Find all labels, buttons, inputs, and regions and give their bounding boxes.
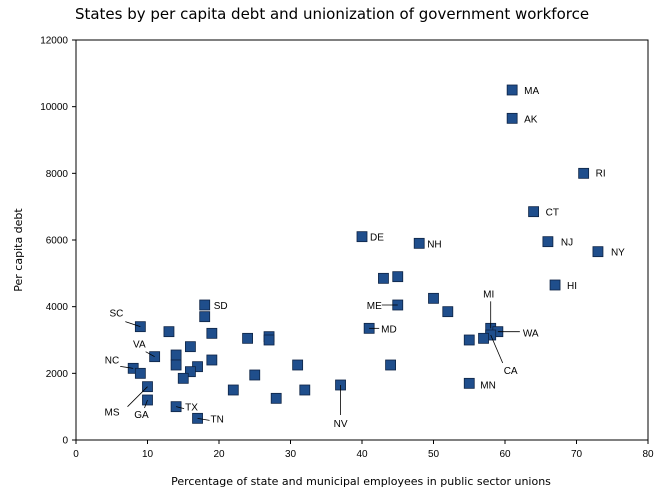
data-point-label: MI xyxy=(483,289,494,300)
data-label-leader xyxy=(145,351,155,358)
data-point-label: TN xyxy=(211,414,224,425)
data-point-marker xyxy=(292,359,304,371)
data-label-leader xyxy=(197,417,210,421)
data-point-marker xyxy=(134,367,146,379)
data-point-marker xyxy=(463,377,475,389)
data-point-marker xyxy=(463,334,475,346)
data-point-marker xyxy=(549,279,561,291)
data-point-label: RI xyxy=(596,168,606,179)
data-point-marker xyxy=(227,384,239,396)
data-point-marker xyxy=(506,84,518,96)
data-point-marker xyxy=(263,334,275,346)
data-point-marker xyxy=(163,326,175,338)
data-point-label: DE xyxy=(370,233,384,244)
data-point-marker xyxy=(177,372,189,384)
data-point-marker xyxy=(184,366,196,378)
data-label-leader xyxy=(125,321,141,328)
data-point-label: WA xyxy=(523,329,539,340)
x-tick-label: 60 xyxy=(499,449,511,460)
data-point-label: HI xyxy=(567,281,577,292)
data-point-label: MN xyxy=(480,380,496,391)
y-tick-label: 4000 xyxy=(46,302,69,313)
data-point-marker xyxy=(184,341,196,353)
x-tick-label: 10 xyxy=(142,449,154,460)
data-point-label: NC xyxy=(105,355,119,366)
x-tick-label: 50 xyxy=(428,449,440,460)
x-tick-label: 0 xyxy=(73,449,79,460)
data-point-marker xyxy=(392,271,404,283)
data-point-label: MA xyxy=(524,86,539,97)
data-point-marker xyxy=(385,359,397,371)
data-point-marker xyxy=(428,292,439,304)
data-label-leader xyxy=(144,399,148,409)
x-tick-label: 80 xyxy=(642,449,654,460)
y-tick-label: 2000 xyxy=(46,369,69,380)
y-axis-label: Per capita debt xyxy=(12,208,25,292)
data-label-leader xyxy=(127,386,148,407)
data-point-label: NH xyxy=(427,239,441,250)
data-point-label: ME xyxy=(367,301,382,312)
x-tick-label: 70 xyxy=(571,449,583,460)
axes: 0 10 20 30 40 50 60 70 80 0 2000 4000 6000 8000 10000 1… xyxy=(40,36,654,461)
data-point-label: TX xyxy=(185,403,198,414)
y-tick-label: 0 xyxy=(62,436,68,447)
y-tick-label: 10000 xyxy=(40,102,68,113)
data-point-label: NV xyxy=(334,419,348,430)
data-point-marker xyxy=(592,246,604,258)
data-point-marker xyxy=(270,392,282,404)
data-point-label: MD xyxy=(381,324,397,335)
data-point-marker xyxy=(478,332,489,344)
data-point-marker xyxy=(299,384,311,396)
data-point-marker xyxy=(242,332,254,344)
data-point-marker xyxy=(356,231,368,243)
data-point-label: SC xyxy=(109,309,123,320)
data-point-marker xyxy=(206,354,218,366)
x-tick-label: 30 xyxy=(285,449,297,460)
data-point-marker xyxy=(442,306,454,318)
x-axis-label: Percentage of state and municipal employ… xyxy=(171,475,551,488)
data-point-label: CT xyxy=(546,208,559,219)
data-point-label: NY xyxy=(611,248,625,259)
data-point-marker xyxy=(578,167,590,179)
data-point-label: SD xyxy=(214,301,228,312)
data-point-marker xyxy=(506,112,518,124)
data-point-label: AK xyxy=(524,114,538,125)
data-label-leader xyxy=(120,365,134,369)
data-point-marker xyxy=(206,327,218,339)
data-point-label: CA xyxy=(504,366,518,377)
data-point-marker xyxy=(170,359,182,371)
data-point-label: MS xyxy=(105,408,120,419)
y-tick-label: 6000 xyxy=(46,236,69,247)
data-point-marker xyxy=(378,272,389,284)
data-label-leader xyxy=(490,334,504,364)
data-point-marker xyxy=(170,349,182,361)
y-tick-label: 12000 xyxy=(40,36,68,47)
chart-title: States by per capita debt and unionizati… xyxy=(75,5,589,23)
data-point-marker xyxy=(199,299,211,311)
data-point-label: GA xyxy=(134,410,149,421)
data-point-marker xyxy=(249,369,261,381)
data-point-marker xyxy=(199,311,211,323)
x-tick-label: 40 xyxy=(356,449,368,460)
data-point-marker xyxy=(528,206,539,218)
y-tick-label: 8000 xyxy=(46,169,69,180)
data-points: MA AK RI CT NJ NY HI DE NH ME MD MI WA CA MN NV SD SC VA NC… xyxy=(105,84,625,430)
data-point-label: NJ xyxy=(561,238,573,249)
data-label-leader xyxy=(176,406,185,410)
x-tick-label: 20 xyxy=(213,449,225,460)
data-point-marker xyxy=(413,237,425,249)
data-point-marker xyxy=(542,236,554,248)
data-point-label: VA xyxy=(133,340,146,351)
